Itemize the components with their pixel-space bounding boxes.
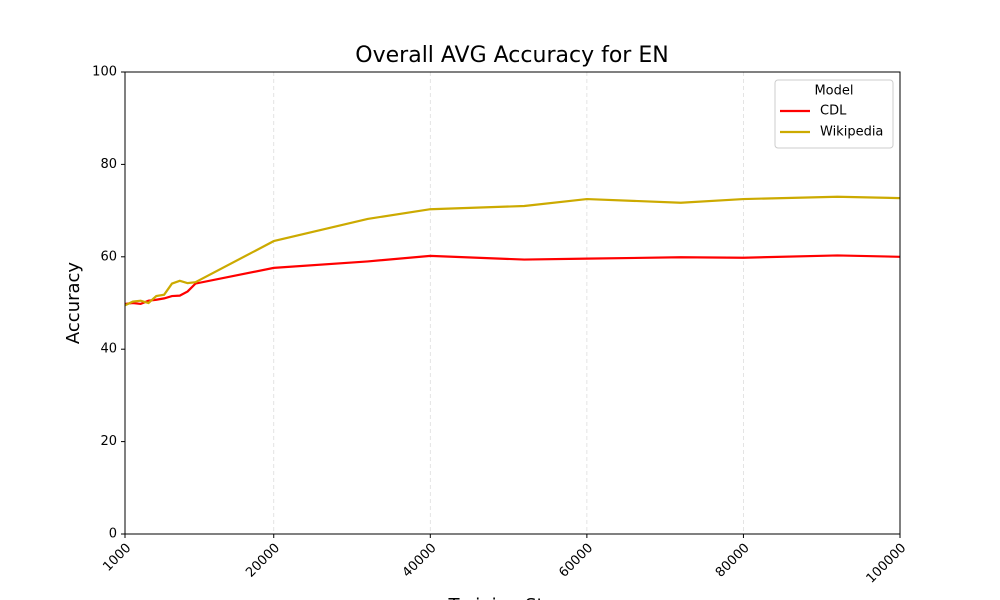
x-tick-label: 20000 (243, 541, 283, 581)
line-series (124, 195, 901, 307)
y-tick-label: 60 (100, 249, 117, 264)
x-tick-label: 1000 (100, 541, 134, 575)
x-tick-label: 100000 (864, 541, 910, 587)
y-tick-label: 0 (109, 527, 117, 542)
legend-label: CDL (820, 104, 847, 119)
x-tick-label: 60000 (556, 541, 596, 581)
legend-title: Model (814, 84, 853, 99)
plot-frame (124, 71, 901, 535)
y-tick-label: 20 (100, 434, 117, 449)
chart-title: Overall AVG Accuracy for EN (355, 43, 668, 68)
legend-label: Wikipedia (820, 125, 883, 140)
x-tick-label: 80000 (713, 541, 753, 581)
y-tick-label: 40 (100, 342, 117, 357)
y-axis-label: Accuracy (63, 262, 84, 345)
y-tick-label: 80 (100, 157, 117, 172)
y-tick-label: 100 (92, 65, 117, 80)
line-series (124, 254, 901, 306)
x-axis-label: Training Steps (447, 595, 575, 600)
x-tick-label: 40000 (400, 541, 440, 581)
